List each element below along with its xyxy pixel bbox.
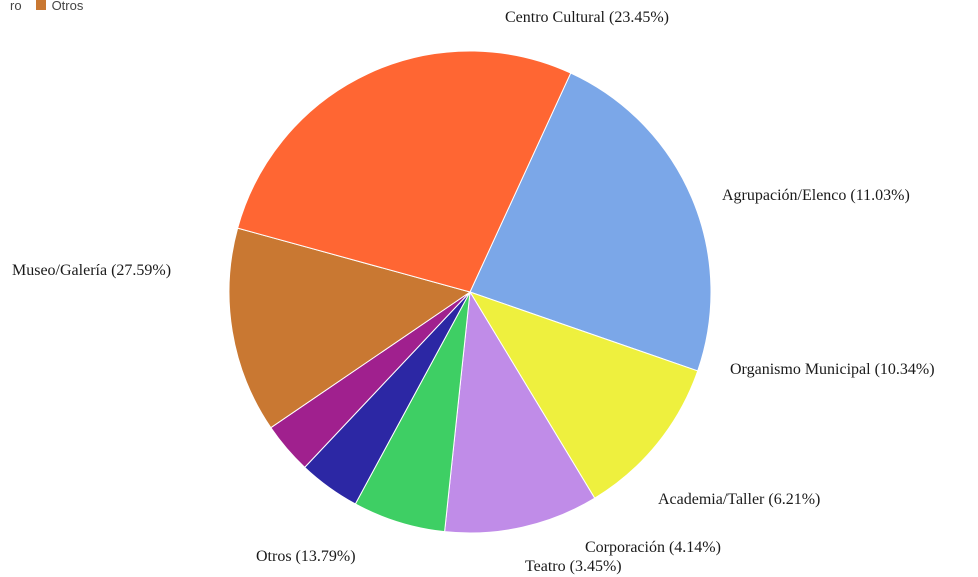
legend-label: Otros [51,0,84,13]
pie-slice [444,290,596,534]
pie-slice [469,72,712,372]
slice-label: Centro Cultural (23.45%) [505,9,669,26]
legend-label: ro [10,0,22,13]
legend-item: ro [0,0,22,13]
legend-item: Otros [35,0,84,13]
legend: ro Otros [0,0,83,14]
legend-swatch [0,0,4,10]
pie-slice [237,50,572,293]
slice-label: Museo/Galería (27.59%) [12,262,171,279]
slice-label: Otros (13.79%) [256,548,356,565]
slice-label: Teatro (3.45%) [525,558,622,575]
legend-swatch [35,0,46,10]
pie-slice [468,291,699,499]
slice-label: Agrupación/Elenco (11.03%) [722,187,910,204]
slice-label: Corporación (4.14%) [585,539,721,556]
pie-slice [228,227,472,429]
slice-label: Organismo Municipal (10.34%) [730,361,935,378]
slice-label: Academia/Taller (6.21%) [658,491,820,508]
